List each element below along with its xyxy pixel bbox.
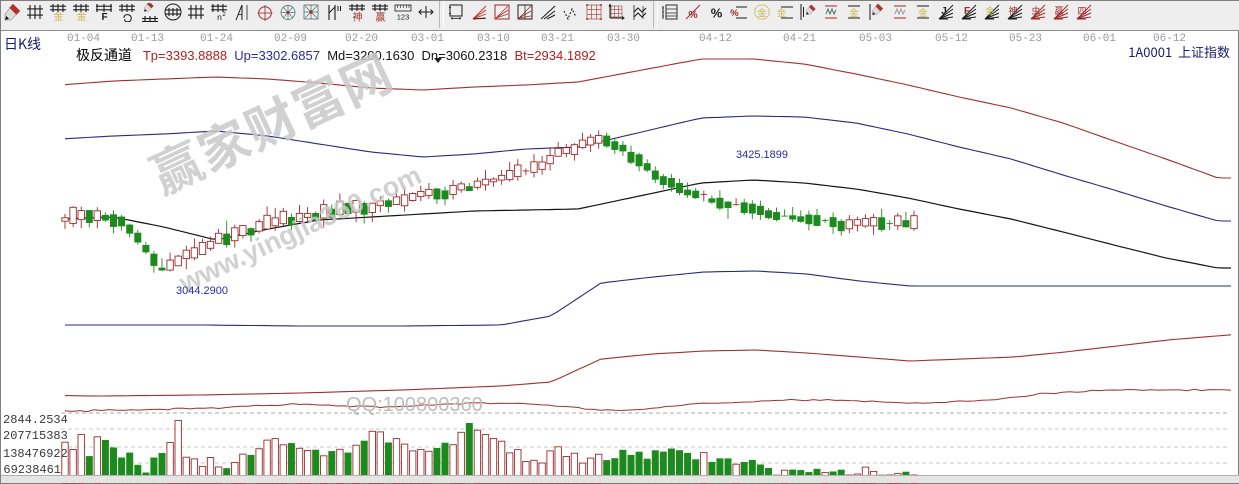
svg-text:四: 四	[1077, 4, 1086, 17]
svg-text:123: 123	[397, 13, 410, 22]
svg-text:赢: 赢	[1054, 4, 1063, 17]
svg-text:金: 金	[849, 6, 859, 20]
svg-text:神: 神	[353, 9, 363, 23]
svg-text:金: 金	[777, 6, 787, 20]
svg-text:金: 金	[918, 6, 928, 20]
svg-text:F: F	[964, 6, 970, 17]
svg-text:金: 金	[54, 8, 64, 22]
svg-text:%: %	[688, 9, 698, 21]
svg-text:神: 神	[1008, 4, 1017, 17]
svg-text:%: %	[730, 8, 739, 19]
svg-text:金: 金	[757, 6, 767, 20]
svg-text:金: 金	[77, 8, 87, 22]
svg-text:金: 金	[985, 4, 994, 17]
svg-text:F: F	[101, 12, 107, 22]
svg-text:虫: 虫	[1031, 4, 1040, 17]
svg-text:%: %	[711, 6, 723, 21]
svg-text:赢: 赢	[376, 9, 386, 23]
svg-text:J: J	[941, 6, 947, 17]
svg-text:2: 2	[222, 12, 226, 18]
